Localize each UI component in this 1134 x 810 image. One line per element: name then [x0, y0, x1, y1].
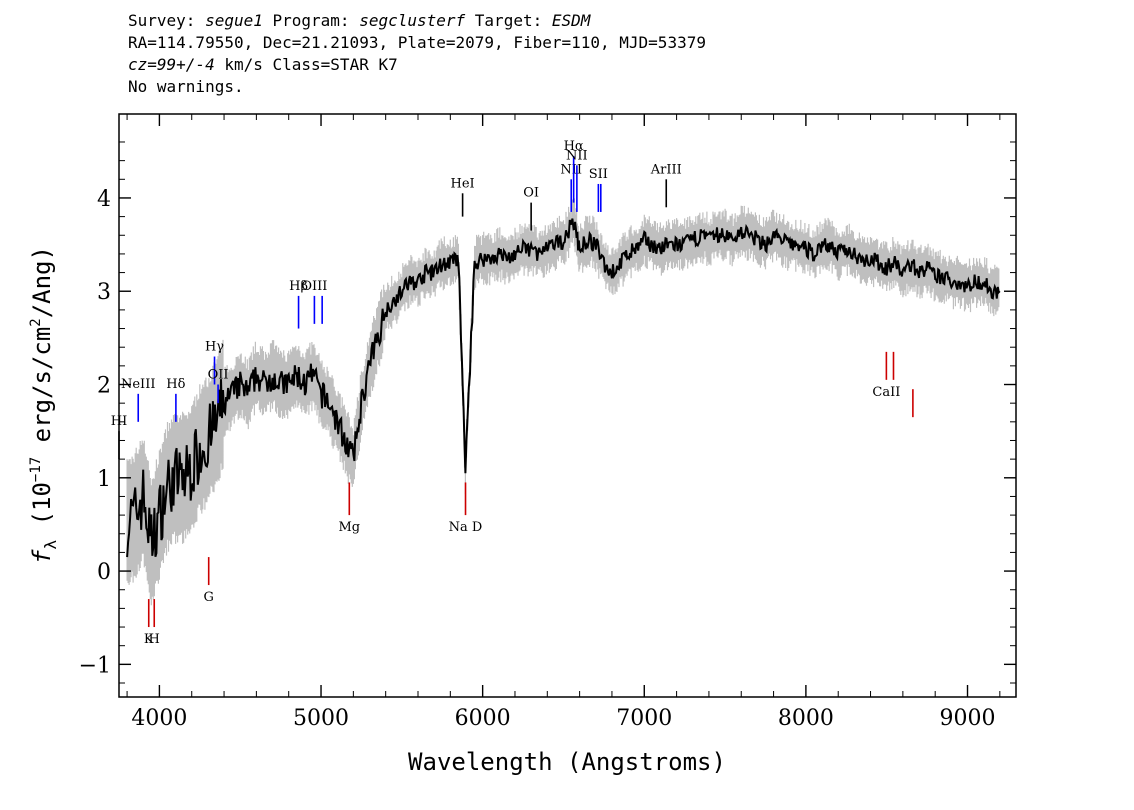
target-value: ESDM — [551, 11, 591, 30]
survey-label: Survey: — [128, 11, 206, 30]
y-tick-label: −1 — [79, 653, 111, 678]
header-line-warnings: No warnings. — [128, 77, 244, 96]
program-label: Program: — [262, 11, 360, 30]
y-tick-label: 2 — [97, 374, 111, 399]
emission-line-label-2: Hγ — [205, 340, 224, 355]
sky-line-label-1: OI — [523, 186, 539, 201]
sky-line-label-2: ArIII — [650, 162, 682, 177]
y-tick-label: 4 — [97, 187, 111, 212]
x-tick-label: 4000 — [131, 706, 187, 731]
emission-line-label-0: NeIII — [121, 377, 155, 392]
class-value: km/s Class=STAR K7 — [214, 55, 398, 74]
emission-line-label-3: OII — [208, 368, 229, 383]
y-axis-units: erg/s/cm — [28, 327, 56, 457]
x-tick-label: 9000 — [940, 706, 996, 731]
y-tick-label: 0 — [97, 560, 111, 585]
survey-value: segue1 — [205, 11, 263, 30]
x-tick-label: 8000 — [778, 706, 834, 731]
absorption-line-label-1: H — [149, 632, 160, 647]
y-axis-units-exponent: 2 — [28, 318, 44, 326]
spectrum-header: Survey: segue1 Program: segclusterf Targ… — [128, 10, 706, 98]
emission-line-label-5: OIII — [301, 279, 327, 294]
sky-line-label-0: HeI — [451, 176, 475, 191]
plot-frame — [118, 113, 1017, 698]
y-axis-exponent: −17 — [28, 457, 44, 482]
emission-line-label-4: Hβ — [289, 279, 308, 294]
x-tick-label: 5000 — [293, 706, 349, 731]
y-tick-label: 3 — [97, 280, 111, 305]
x-tick-label: 6000 — [455, 706, 511, 731]
header-line-survey: Survey: segue1 Program: segclusterf Targ… — [128, 10, 706, 32]
y-axis-subscript: λ — [41, 540, 60, 550]
absorption-line-label-4: Na D — [449, 520, 483, 535]
header-line-coordinates: RA=114.79550, Dec=21.21093, Plate=2079, … — [128, 33, 706, 52]
y-tick-label: 1 — [97, 467, 111, 492]
axis-ticks: 4000 5000 6000 7000 8000 9000 −1 0 1 2 3 4 — [79, 114, 1016, 731]
y-axis-units-end: /Ang) — [28, 246, 56, 318]
absorption-line-label-3: Mg — [338, 520, 360, 535]
emission-line-label-9: NII — [566, 148, 588, 163]
emission-line-label-1: Hδ — [166, 377, 185, 392]
x-tick-label: 7000 — [616, 706, 672, 731]
header-line-redshift: cz=99+/-4 km/s Class=STAR K7 — [128, 54, 706, 76]
target-label: Target: — [465, 11, 552, 30]
y-axis-open: (10 — [28, 482, 56, 540]
emission-line-label-8: Hα — [564, 139, 584, 154]
x-axis-title: Wavelength (Angstroms) — [408, 748, 726, 776]
absorption-line-label-2: G — [204, 590, 214, 605]
absorption-line-label-0: K — [144, 632, 154, 647]
absorption-line-label-5: CaII — [872, 385, 900, 400]
emission-line-label-10: SII — [589, 167, 608, 182]
emission-line-label-7: NII — [560, 162, 582, 177]
y-axis-title: fλ (10−17 erg/s/cm2/Ang) — [28, 246, 60, 564]
spectrum-series — [126, 218, 1001, 558]
spectrum-line — [126, 218, 1001, 558]
y-axis-symbol: f — [28, 549, 56, 564]
redshift-value: cz=99+/-4 — [128, 55, 215, 74]
program-value: segclusterf — [359, 11, 466, 30]
